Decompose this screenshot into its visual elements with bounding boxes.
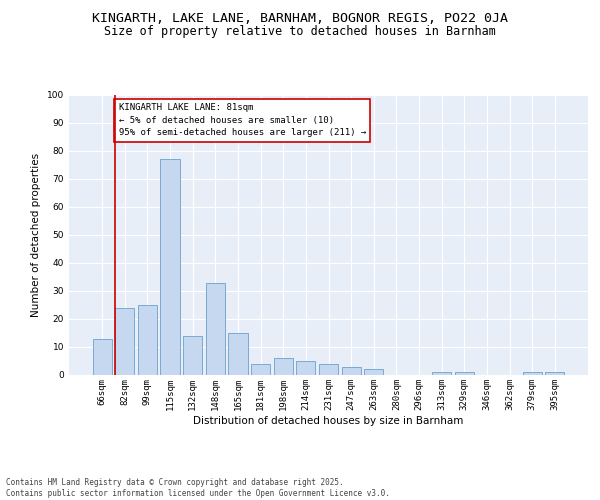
Bar xyxy=(206,282,225,375)
Bar xyxy=(274,358,293,375)
Bar xyxy=(432,372,451,375)
Bar xyxy=(523,372,542,375)
Text: KINGARTH LAKE LANE: 81sqm
← 5% of detached houses are smaller (10)
95% of semi-d: KINGARTH LAKE LANE: 81sqm ← 5% of detach… xyxy=(119,104,366,138)
Bar xyxy=(341,366,361,375)
Bar xyxy=(296,361,316,375)
Bar xyxy=(455,372,474,375)
Text: KINGARTH, LAKE LANE, BARNHAM, BOGNOR REGIS, PO22 0JA: KINGARTH, LAKE LANE, BARNHAM, BOGNOR REG… xyxy=(92,12,508,26)
Bar xyxy=(319,364,338,375)
Bar xyxy=(92,338,112,375)
Text: Contains HM Land Registry data © Crown copyright and database right 2025.
Contai: Contains HM Land Registry data © Crown c… xyxy=(6,478,390,498)
Bar xyxy=(364,370,383,375)
Bar xyxy=(545,372,565,375)
Bar xyxy=(229,333,248,375)
Bar xyxy=(115,308,134,375)
Bar xyxy=(160,160,180,375)
Bar xyxy=(138,305,157,375)
Bar xyxy=(251,364,270,375)
Y-axis label: Number of detached properties: Number of detached properties xyxy=(31,153,41,317)
Text: Size of property relative to detached houses in Barnham: Size of property relative to detached ho… xyxy=(104,25,496,38)
X-axis label: Distribution of detached houses by size in Barnham: Distribution of detached houses by size … xyxy=(193,416,464,426)
Bar xyxy=(183,336,202,375)
